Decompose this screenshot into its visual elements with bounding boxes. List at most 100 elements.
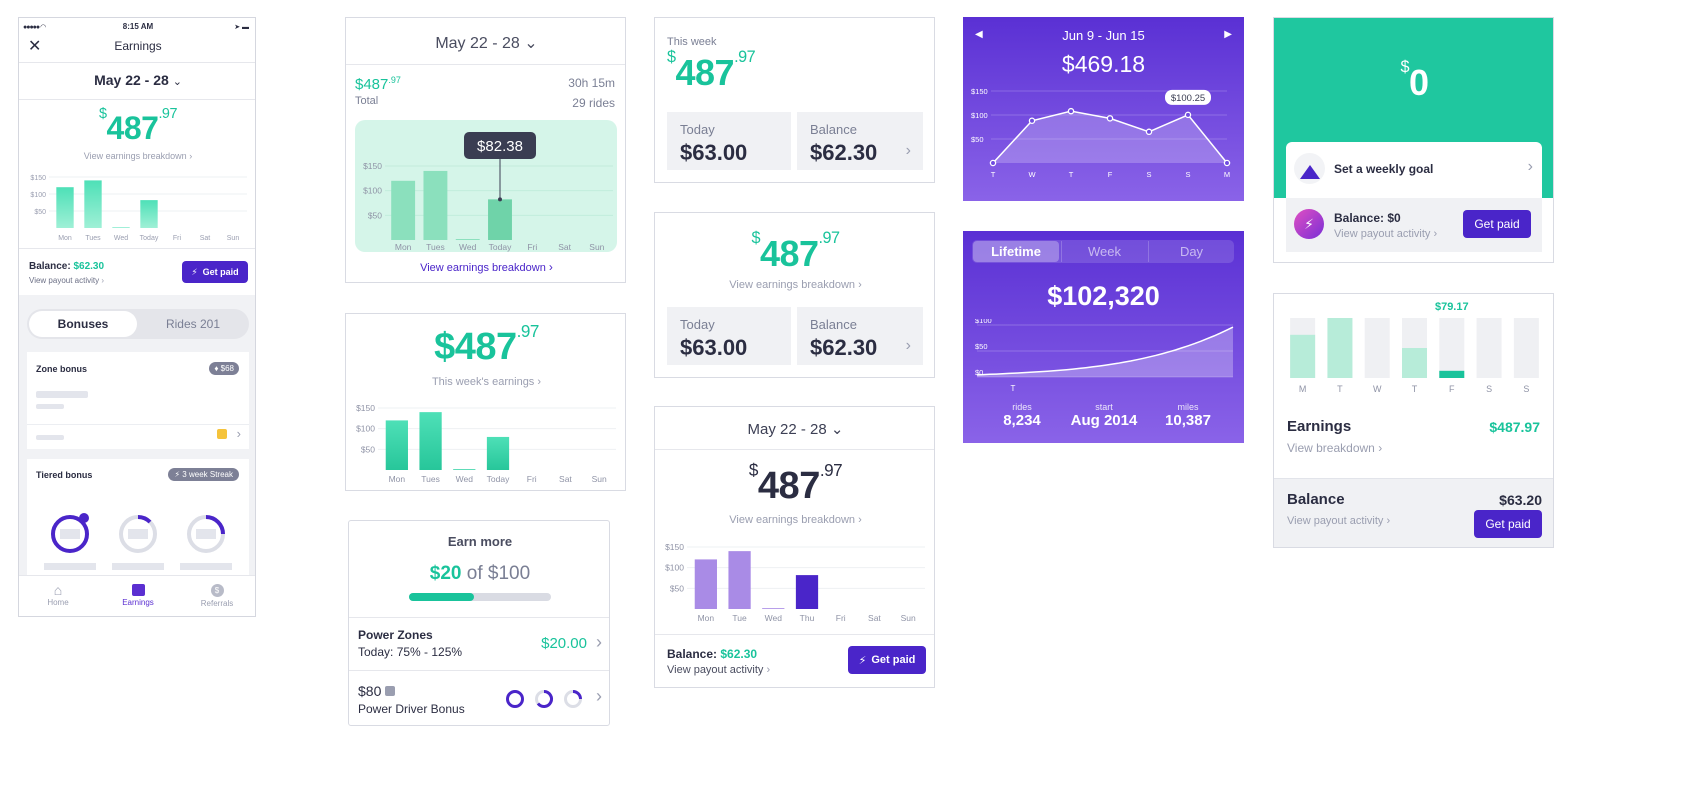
this-week-chart: $150 $100 $50 Mon Tues Wed Today Fri Sat Sun bbox=[356, 403, 616, 484]
week-amount: $469.18 bbox=[1061, 51, 1146, 77]
y-tick-label: $50 bbox=[34, 209, 46, 216]
power-zones-title: Power Zones bbox=[358, 628, 433, 642]
bar-1 bbox=[1327, 318, 1353, 378]
balance-tile[interactable]: Balance $62.30 › bbox=[797, 307, 923, 365]
week-selector[interactable]: May 22 - 28 ⌄ bbox=[19, 72, 255, 88]
bar-track bbox=[1439, 318, 1465, 378]
total-label: Total bbox=[355, 95, 379, 107]
earnings-amount: $487.97 bbox=[751, 228, 840, 274]
x-tick-label: Tues bbox=[85, 235, 101, 242]
y-tick-label: $100 bbox=[363, 186, 382, 196]
earnings-breakdown-link[interactable]: View earnings breakdown › bbox=[83, 151, 193, 161]
nav-earnings[interactable]: Earnings bbox=[113, 582, 163, 607]
tab-week[interactable]: Week bbox=[1061, 241, 1147, 262]
balance-label: Balance bbox=[1287, 491, 1345, 508]
tiered-bonus-card[interactable]: Tiered bonus ⚡ 3 week Streak bbox=[27, 459, 249, 575]
earnings-breakdown-link[interactable]: View earnings breakdown › bbox=[729, 514, 862, 526]
stat-rides: rides 8,234 bbox=[1003, 402, 1041, 429]
jun-range-card: ◀ Jun 9 - Jun 15 ▶ $469.18 $150 $100 $50 T W… bbox=[963, 17, 1244, 201]
nav-home[interactable]: ⌂ Home bbox=[33, 582, 83, 607]
get-paid-button[interactable]: Get paid bbox=[1474, 510, 1542, 538]
get-paid-button[interactable]: Get paid bbox=[1463, 210, 1531, 238]
x-tick-label: Sat bbox=[559, 474, 572, 484]
y-tick-label: $150 bbox=[356, 403, 375, 413]
y-tick-label: $50 bbox=[670, 583, 684, 593]
earnings-breakdown-link[interactable]: View breakdown › bbox=[1287, 441, 1383, 455]
payout-activity-link[interactable]: View payout activity › bbox=[1287, 515, 1391, 527]
y-tick-label: $100 bbox=[30, 192, 46, 199]
get-paid-button[interactable]: ⚡ Get paid bbox=[848, 646, 926, 674]
x-tick-label: T bbox=[991, 170, 996, 179]
today-tile[interactable]: Today $63.00 bbox=[667, 112, 791, 170]
bar-mon bbox=[56, 187, 74, 228]
y-tick-label: $50 bbox=[971, 135, 984, 144]
balance-label: Balance: $0 bbox=[1334, 211, 1401, 225]
payout-activity-link[interactable]: View payout activity › bbox=[1334, 228, 1438, 240]
tooltip-label: $82.38 bbox=[477, 138, 523, 155]
close-icon[interactable]: ✕ bbox=[28, 38, 42, 55]
bar-today bbox=[488, 199, 512, 240]
payout-activity-link[interactable]: View payout activity › bbox=[29, 276, 105, 285]
earnings-breakdown-link[interactable]: View earnings breakdown › bbox=[729, 279, 862, 291]
balance-row: Balance: $62.30 bbox=[29, 261, 105, 272]
power-zones-row[interactable]: Power Zones Today: 75% - 125% $20.00 › bbox=[349, 618, 609, 670]
zone-bonus-card[interactable]: Zone bonus ♦ $68 › bbox=[27, 352, 249, 449]
nav-referrals[interactable]: $ Referrals bbox=[200, 584, 234, 608]
chevron-down-icon: ⌄ bbox=[172, 76, 182, 88]
chevron-right-icon: › bbox=[189, 151, 193, 161]
week-selector[interactable]: May 22 - 28 ⌄ bbox=[435, 35, 538, 52]
bar-3 bbox=[1402, 348, 1427, 378]
goal-progress-chart: M T W T F S S $79.17 bbox=[1290, 301, 1539, 394]
x-tick-label: T bbox=[1011, 384, 1016, 393]
area-fill bbox=[977, 327, 1233, 377]
goal-progress-card: M T W T F S S $79.17 Earnings $487.97 View brea… bbox=[1273, 293, 1554, 548]
x-tick-label: Mon bbox=[698, 613, 715, 623]
bar-wed bbox=[762, 608, 785, 609]
balance-tile[interactable]: Balance $62.30 › bbox=[797, 112, 923, 170]
data-point bbox=[1067, 107, 1075, 115]
x-tick-label: Sun bbox=[589, 242, 604, 252]
goal-progress-bar bbox=[409, 593, 551, 601]
y-tick-label: $150 bbox=[665, 542, 684, 552]
bar-tues bbox=[84, 180, 102, 228]
x-tick-label: Sun bbox=[901, 613, 916, 623]
bar-tues bbox=[423, 170, 448, 240]
bar-tues bbox=[419, 412, 442, 470]
lifetime-card: Lifetime Week Day $102,320 $100 $50 $0 T ri… bbox=[963, 231, 1244, 443]
get-paid-button[interactable]: ⚡ Get paid bbox=[182, 261, 248, 283]
bonus-value: $80 bbox=[358, 683, 396, 699]
chevron-right-icon: › bbox=[905, 337, 911, 354]
prev-week-icon[interactable]: ◀ bbox=[975, 29, 983, 40]
x-tick-label: W bbox=[1373, 384, 1382, 394]
chart-icon bbox=[131, 584, 145, 596]
this-week-label: This week bbox=[667, 36, 717, 48]
earnings-breakdown-link[interactable]: View earnings breakdown › bbox=[420, 260, 553, 274]
earnings-amount: $487.97 bbox=[434, 321, 539, 368]
tab-lifetime[interactable]: Lifetime bbox=[973, 241, 1059, 262]
y-tick-label: $150 bbox=[971, 87, 988, 96]
set-goal-row[interactable]: Set a weekly goal › bbox=[1286, 142, 1542, 198]
tab-day[interactable]: Day bbox=[1148, 241, 1234, 262]
bar-track bbox=[1476, 318, 1502, 378]
x-tick-label: S bbox=[1523, 384, 1529, 394]
chevron-right-icon: › bbox=[596, 632, 602, 652]
week-selector[interactable]: May 22 - 28 ⌄ bbox=[747, 421, 844, 438]
payout-activity-link[interactable]: View payout activity › bbox=[667, 664, 771, 676]
y-tick-label: $50 bbox=[361, 444, 375, 454]
today-tile[interactable]: Today $63.00 bbox=[667, 307, 791, 365]
power-driver-bonus-row[interactable]: $80 Power Driver Bonus › bbox=[349, 671, 609, 725]
data-point bbox=[1223, 159, 1231, 167]
y-tick-label: $100 bbox=[665, 563, 684, 573]
tab-bonuses[interactable]: Bonuses bbox=[29, 311, 137, 337]
earnings-subtitle[interactable]: This week's earnings › bbox=[431, 376, 542, 388]
x-tick-label: Mon bbox=[395, 242, 412, 252]
data-point bbox=[989, 159, 997, 167]
next-week-icon[interactable]: ▶ bbox=[1224, 29, 1232, 40]
x-tick-label: Fri bbox=[527, 242, 537, 252]
weekly-earnings-chart: $150 $100 $50 Mon Tues Wed Today Fri Sat Sun $82.3… bbox=[363, 132, 613, 252]
phone-earnings-chart: $150 $100 $50 Mon Tues Wed Today Fri Sat Sun bbox=[30, 175, 247, 242]
tab-rides[interactable]: Rides 201 bbox=[165, 317, 221, 331]
x-tick-label: Tue bbox=[732, 613, 747, 623]
bar-mon bbox=[385, 420, 408, 470]
x-tick-label: Fri bbox=[836, 613, 846, 623]
